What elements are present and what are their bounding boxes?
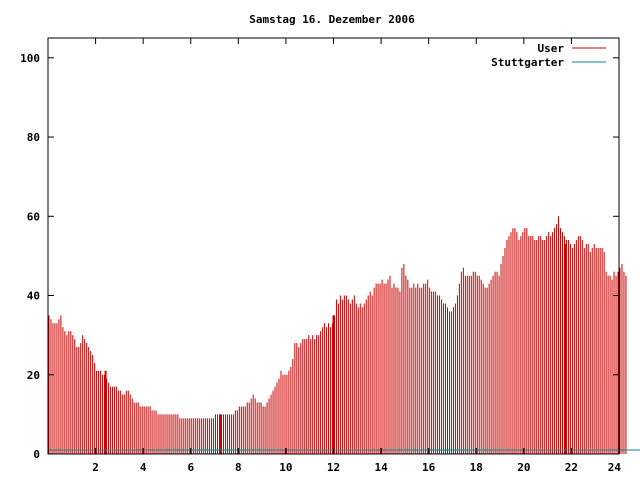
x-tick-label: 2 — [92, 461, 99, 474]
legend: User Stuttgarter — [491, 42, 606, 69]
x-tick-label: 12 — [327, 461, 340, 474]
y-tick-label: 20 — [27, 369, 40, 382]
y-tick-label: 100 — [20, 52, 40, 65]
x-tick-label: 8 — [235, 461, 242, 474]
x-tick-label: 6 — [187, 461, 194, 474]
y-tick-label: 60 — [27, 210, 40, 223]
bars-layer — [48, 216, 640, 454]
x-tick-label: 24 — [608, 461, 622, 474]
x-tick-label: 18 — [470, 461, 483, 474]
x-tick-label: 22 — [565, 461, 578, 474]
legend-label-stuttgarter: Stuttgarter — [491, 56, 564, 69]
y-tick-label: 0 — [33, 448, 40, 461]
x-tick-label: 10 — [279, 461, 292, 474]
plot-frame — [47, 37, 620, 455]
y-tick-label: 80 — [27, 131, 40, 144]
x-tick-label: 4 — [140, 461, 147, 474]
x-tick-label: 14 — [374, 461, 388, 474]
chart-title: Samstag 16. Dezember 2006 — [249, 13, 415, 26]
legend-label-user: User — [538, 42, 565, 55]
x-tick-label: 16 — [422, 461, 436, 474]
y-tick-label: 40 — [27, 290, 40, 303]
x-tick-label: 20 — [517, 461, 530, 474]
